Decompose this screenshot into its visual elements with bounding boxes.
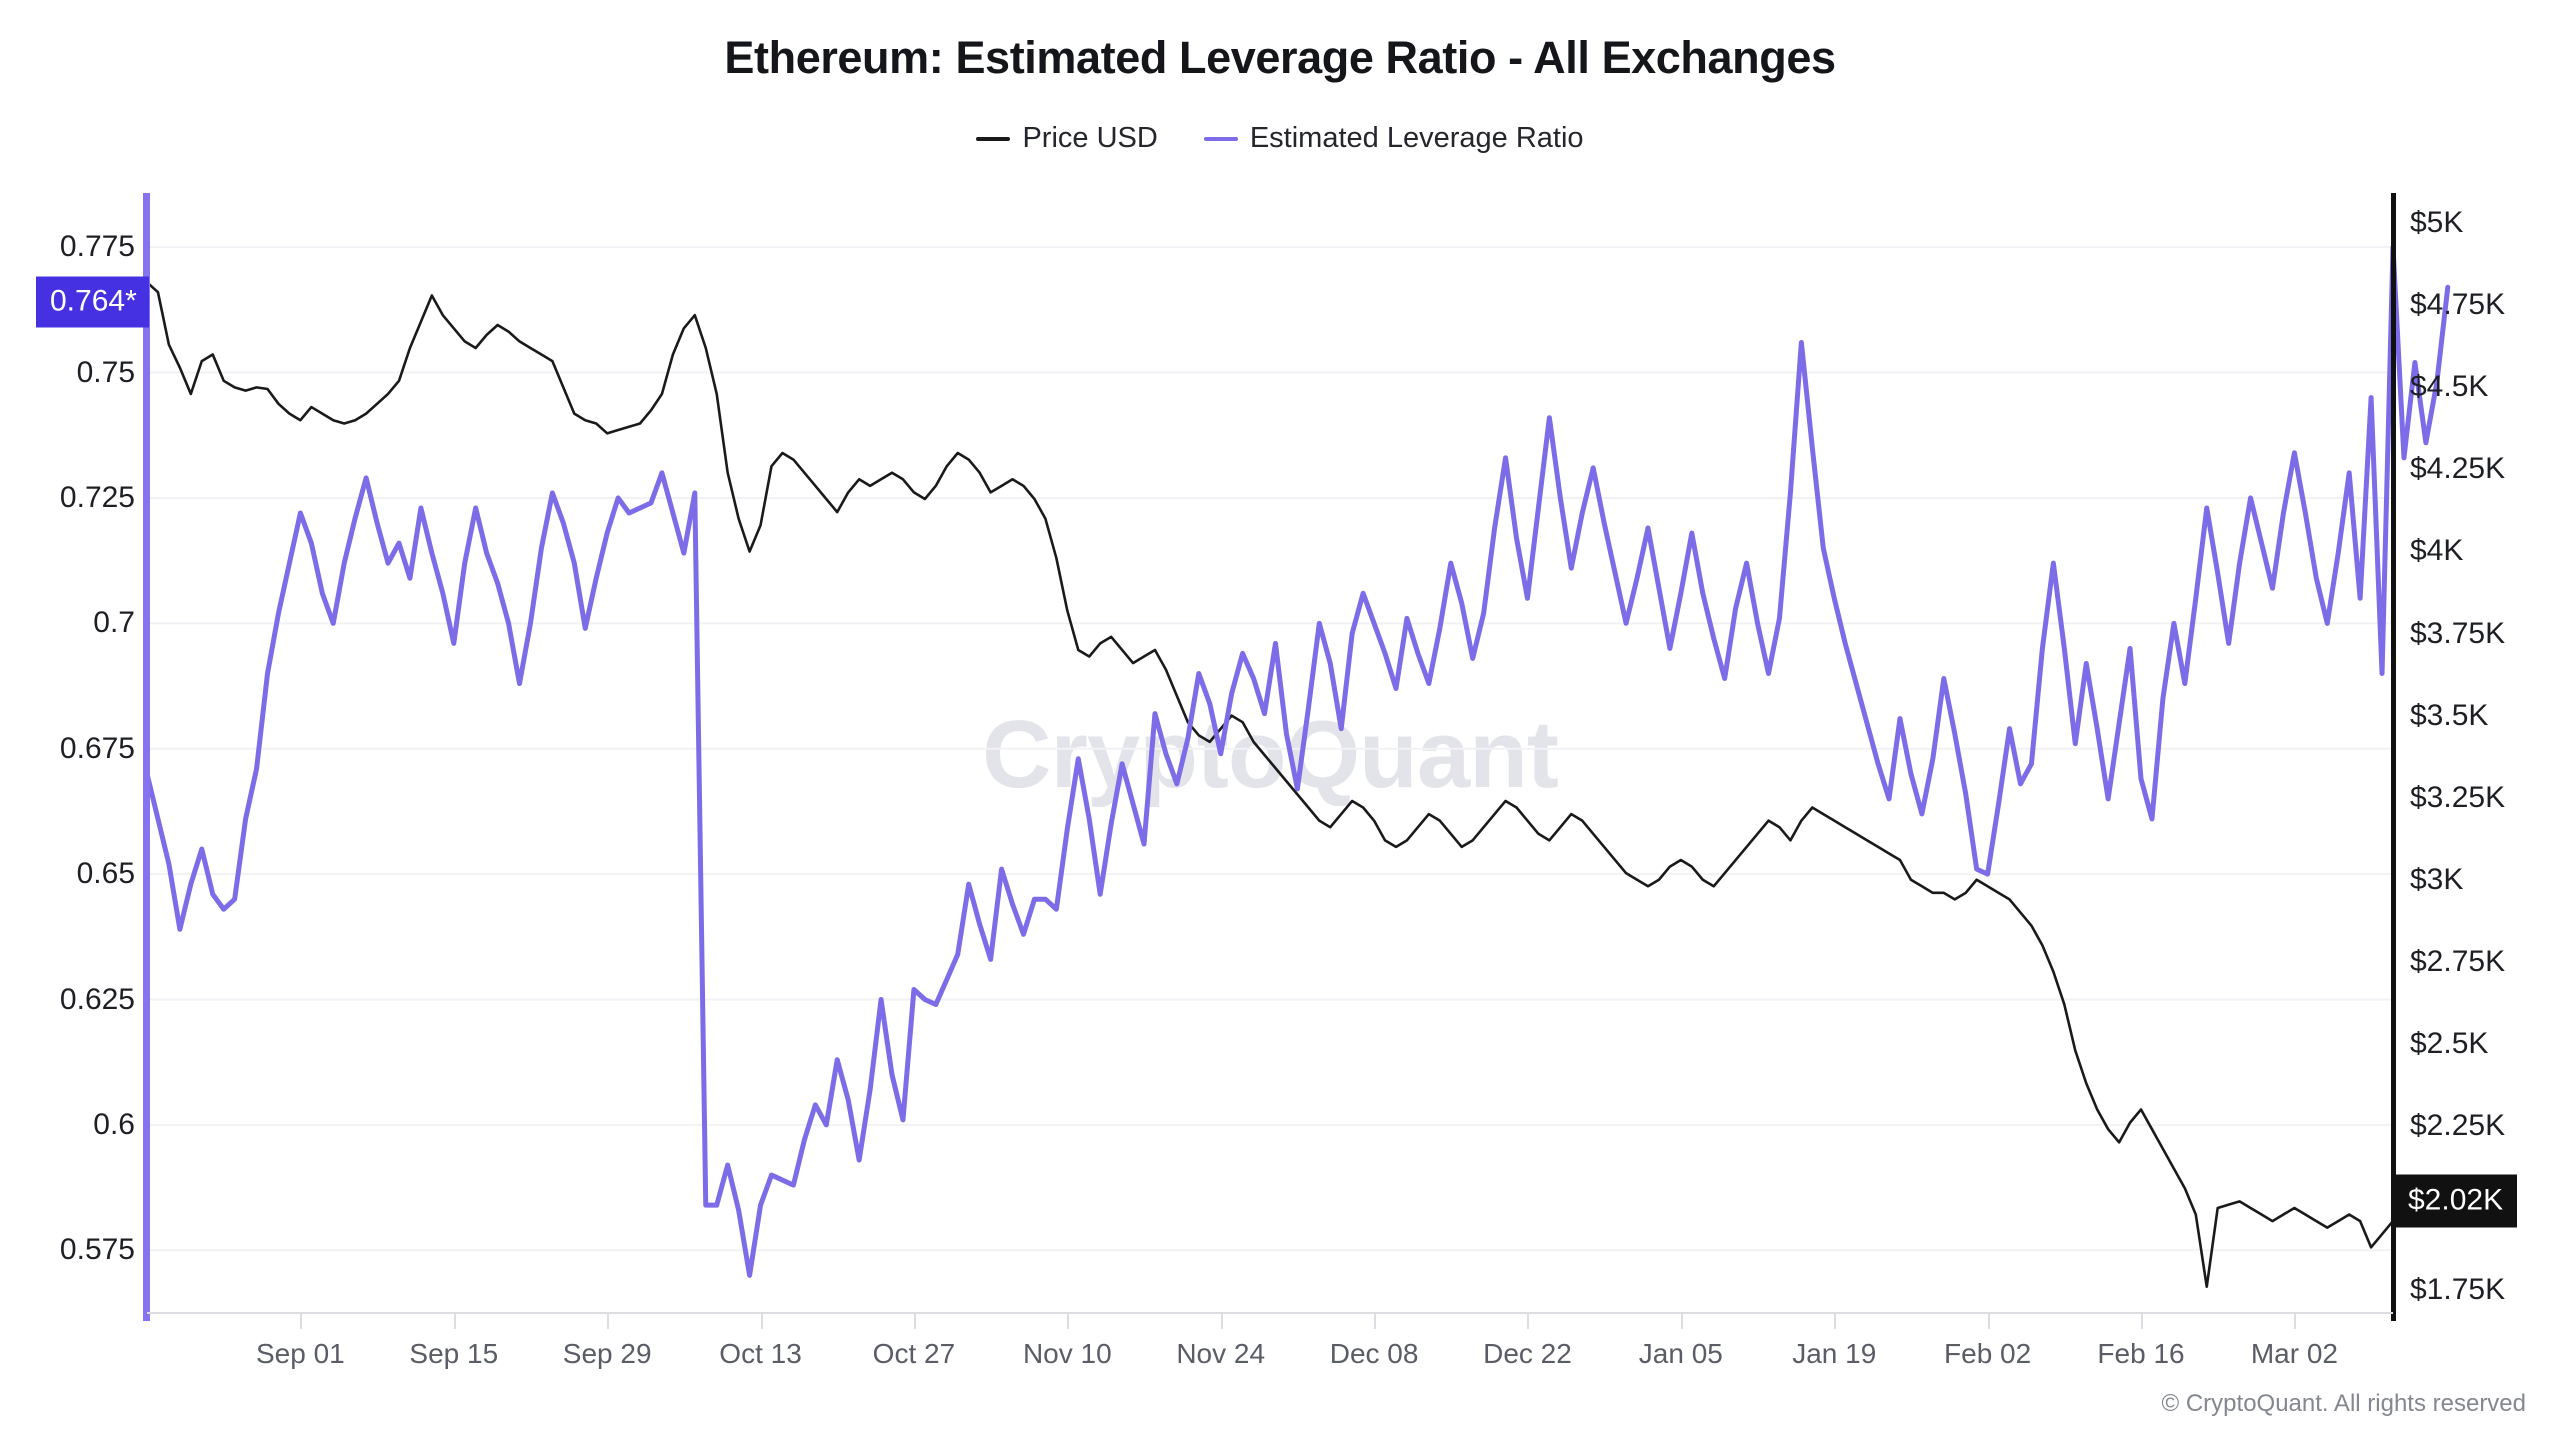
left-axis-tick-label: 0.575 xyxy=(59,1233,135,1267)
bottom-axis-line xyxy=(147,1312,2393,1314)
right-axis-tick-label: $4.25K xyxy=(2410,452,2506,486)
gridlines xyxy=(147,246,2393,1252)
x-axis-tick-mark xyxy=(1374,1313,1377,1329)
left-axis-line xyxy=(143,193,150,1321)
x-axis-tick-mark xyxy=(1220,1313,1223,1329)
left-axis-tick-label: 0.775 xyxy=(59,230,135,264)
x-axis-tick-label: Nov 24 xyxy=(1176,1338,1266,1369)
legend-color-swatch-leverage-icon xyxy=(1203,136,1238,141)
x-axis-tick-mark xyxy=(1527,1313,1530,1329)
x-axis-tick-label: Oct 27 xyxy=(872,1338,956,1369)
right-axis-tick-label: $3.25K xyxy=(2410,780,2506,814)
plot-area: CryptoQuant xyxy=(144,197,2451,1313)
x-axis-tick-label: Feb 16 xyxy=(2097,1338,2185,1369)
right-axis-tick-label: $1.75K xyxy=(2410,1273,2506,1307)
x-axis-tick-label: Oct 13 xyxy=(719,1338,802,1369)
legend-item-estimated-leverage-ratio[interactable]: Estimated Leverage Ratio xyxy=(1203,122,1584,155)
left-axis-tick-label: 0.625 xyxy=(59,982,135,1016)
x-axis-tick-mark xyxy=(2141,1313,2143,1329)
x-axis-tick-mark xyxy=(1987,1313,1990,1329)
legend-label-estimated-leverage-ratio: Estimated Leverage Ratio xyxy=(1249,122,1584,154)
legend-color-swatch-price-icon xyxy=(976,136,1011,141)
x-axis-tick-label: Dec 22 xyxy=(1483,1338,1572,1369)
x-axis-tick-mark xyxy=(1834,1313,1837,1329)
x-axis-tick-label: Mar 02 xyxy=(2250,1338,2338,1369)
right-axis-tick-label: $2.75K xyxy=(2410,944,2506,978)
x-axis-tick-label: Sep 15 xyxy=(409,1338,499,1369)
x-axis-tick-label: Jan 05 xyxy=(1638,1338,1723,1369)
x-axis-tick-label: Feb 02 xyxy=(1944,1338,2032,1369)
x-axis-tick-label: Dec 08 xyxy=(1329,1338,1419,1369)
series-line-price-usd xyxy=(145,281,2450,1289)
x-axis-tick-mark xyxy=(1067,1313,1070,1329)
right-axis-tick-label: $3.5K xyxy=(2410,698,2489,732)
x-axis-tick-label: Sep 29 xyxy=(562,1338,652,1369)
right-axis-tick-label: $4.75K xyxy=(2410,288,2506,322)
plot-svg xyxy=(144,244,2451,1289)
right-axis-tick-label: $2.25K xyxy=(2410,1108,2506,1142)
x-axis-tick-mark xyxy=(453,1313,456,1329)
chart-legend: Price USD Estimated Leverage Ratio xyxy=(0,122,2560,155)
left-axis-tick-label: 0.725 xyxy=(59,480,135,514)
right-axis-tick-label: $3.75K xyxy=(2410,616,2506,650)
right-axis-tick-label: $4K xyxy=(2410,534,2464,568)
left-axis-tick-label: 0.6 xyxy=(93,1107,135,1141)
left-axis-tick-label: 0.75 xyxy=(76,355,135,389)
left-axis-current-value-badge: 0.764* xyxy=(36,276,149,328)
left-axis-tick-label: 0.65 xyxy=(76,857,135,891)
x-axis-tick-mark xyxy=(913,1313,916,1329)
x-axis-tick-label: Nov 10 xyxy=(1022,1338,1112,1369)
left-axis-tick-label: 0.675 xyxy=(59,731,135,765)
x-axis-tick-mark xyxy=(300,1313,303,1329)
x-axis-tick-mark xyxy=(2294,1313,2297,1329)
series-line-estimated-leverage-ratio xyxy=(144,244,2451,1278)
right-axis-line xyxy=(2391,193,2396,1321)
x-axis-tick-label: Jan 19 xyxy=(1792,1338,1877,1369)
chart-title: Ethereum: Estimated Leverage Ratio - All… xyxy=(724,32,1836,83)
right-axis-tick-label: $5K xyxy=(2410,206,2464,240)
x-axis-tick-mark xyxy=(1680,1313,1683,1329)
x-axis-tick-mark xyxy=(760,1313,763,1329)
right-axis-current-value-badge: $2.02K xyxy=(2396,1174,2518,1228)
left-axis-tick-label: 0.7 xyxy=(93,606,135,640)
x-axis-tick-mark xyxy=(607,1313,610,1329)
right-axis-tick-label: $3K xyxy=(2410,862,2464,896)
x-axis-tick-label: Sep 01 xyxy=(256,1338,345,1369)
legend-label-price-usd: Price USD xyxy=(1022,122,1158,154)
footer-copyright: © CryptoQuant. All rights reserved xyxy=(2161,1390,2527,1417)
right-axis-tick-label: $2.5K xyxy=(2410,1026,2489,1060)
legend-item-price-usd[interactable]: Price USD xyxy=(976,122,1158,155)
right-axis-tick-label: $4.5K xyxy=(2410,370,2489,404)
